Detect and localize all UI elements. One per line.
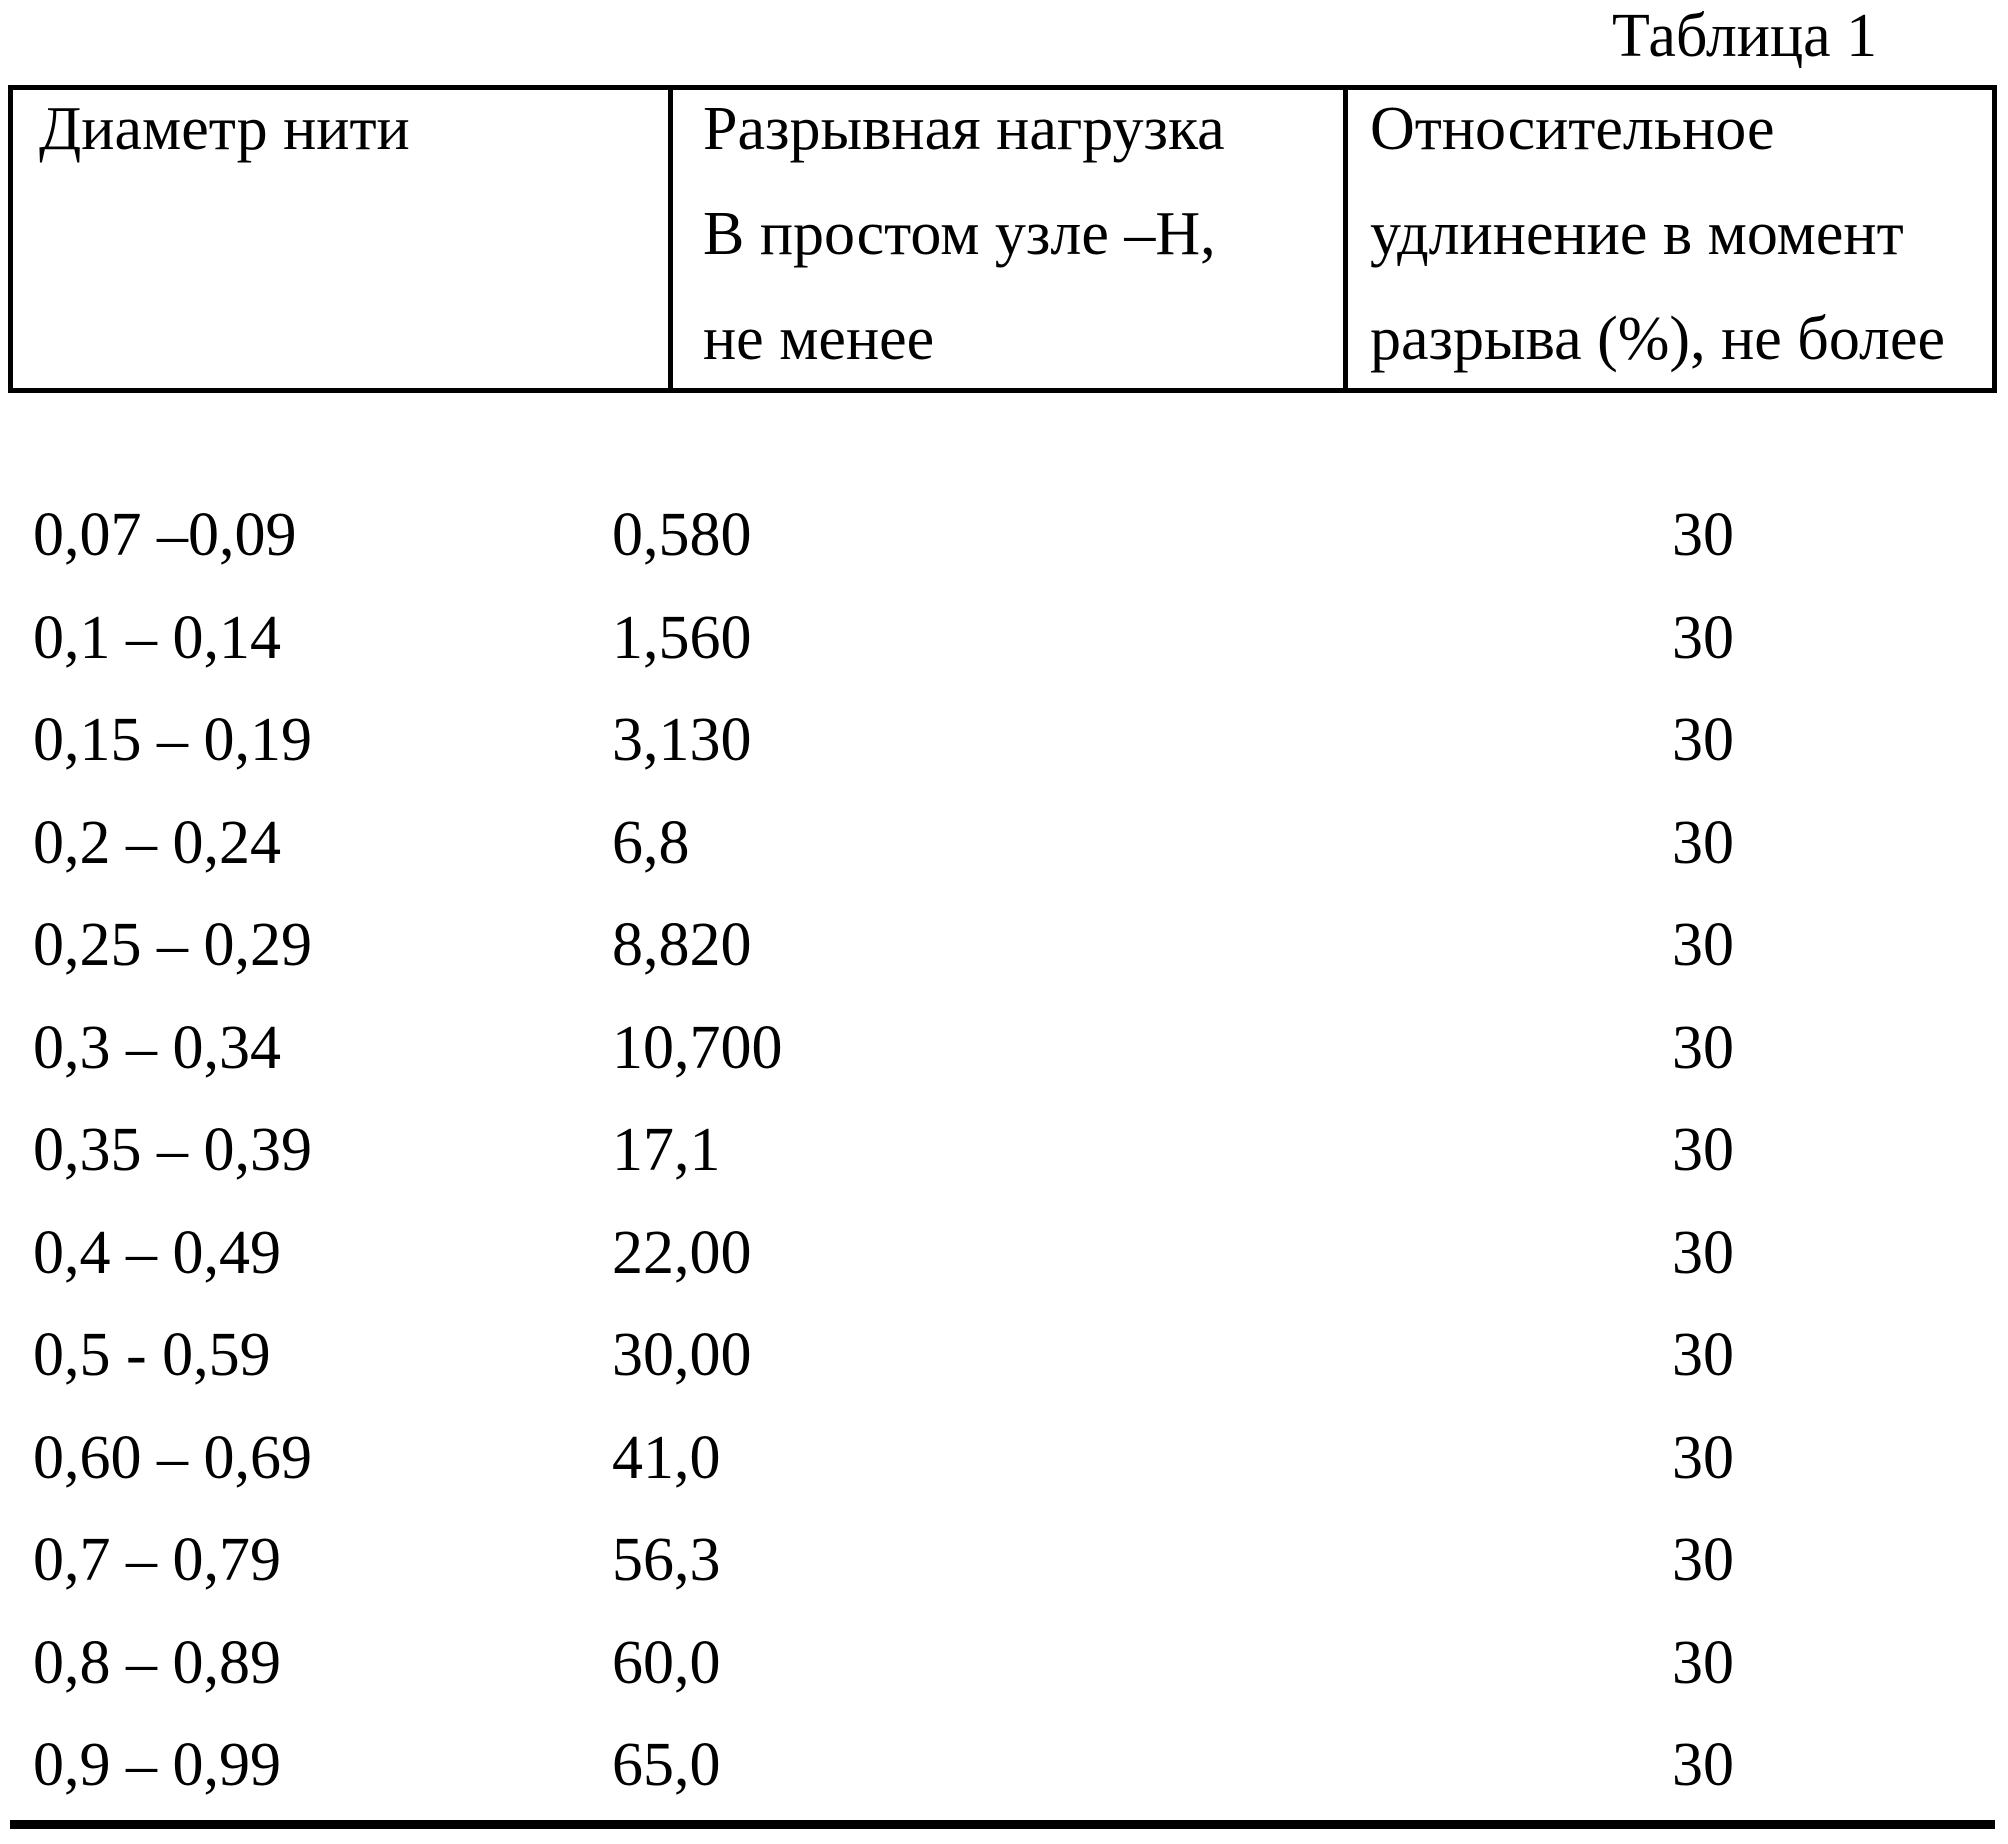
cell-elongation: 30: [1672, 1526, 1734, 1594]
cell-elongation: 30: [1672, 1731, 1734, 1799]
header-line: Диаметр нити: [39, 95, 410, 163]
cell-diameter-range: 0,35 – 0,39: [33, 1116, 312, 1184]
table-bottom-rule: [10, 1820, 1995, 1829]
cell-elongation: 30: [1672, 808, 1734, 877]
cell-breaking-load: 6,8: [612, 808, 690, 877]
cell-diameter-range: 0,5 - 0,59: [33, 1321, 271, 1389]
cell-elongation: 30: [1672, 1321, 1734, 1389]
cell-diameter-range: 0,60 – 0,69: [33, 1423, 312, 1492]
cell-breaking-load: 65,0: [612, 1731, 721, 1799]
table-row: 0,35 – 0,39 17,1 30: [0, 1118, 2008, 1221]
table-row: 0,4 – 0,49 22,00 30: [0, 1221, 2008, 1324]
table-row: 0,2 – 0,24 6,8 30: [0, 811, 2008, 914]
header-line: не менее: [703, 305, 935, 373]
cell-elongation: 30: [1672, 706, 1734, 774]
cell-elongation: 30: [1672, 501, 1734, 569]
header-cell-elongation: Относительное удлинение в момент разрыва…: [1348, 90, 1992, 388]
cell-elongation: 30: [1672, 1013, 1734, 1082]
table-caption: Таблица 1: [1612, 2, 1878, 70]
header-line: Относительное: [1370, 95, 1775, 163]
cell-breaking-load: 3,130: [612, 706, 752, 774]
cell-diameter-range: 0,1 – 0,14: [33, 603, 281, 672]
table-header-row: Диаметр нити Разрывная нагрузка В просто…: [8, 85, 1997, 393]
header-cell-diameter: Диаметр нити: [13, 90, 673, 388]
table-body: 0,07 –0,09 0,580 30 0,1 – 0,14 1,560 30 0,15 –…: [0, 503, 2008, 1836]
table-row: 0,07 –0,09 0,580 30: [0, 503, 2008, 606]
table-row: 0,25 – 0,29 8,820 30: [0, 913, 2008, 1016]
cell-diameter-range: 0,2 – 0,24: [33, 808, 281, 877]
table-row: 0,8 – 0,89 60,0 30: [0, 1631, 2008, 1734]
cell-diameter-range: 0,7 – 0,79: [33, 1526, 281, 1594]
table-row: 0,1 – 0,14 1,560 30: [0, 606, 2008, 709]
cell-breaking-load: 1,560: [612, 603, 752, 672]
cell-elongation: 30: [1672, 1116, 1734, 1184]
cell-elongation: 30: [1672, 1423, 1734, 1492]
table-row: 0,7 – 0,79 56,3 30: [0, 1528, 2008, 1631]
cell-diameter-range: 0,07 –0,09: [33, 501, 297, 569]
table-row: 0,60 – 0,69 41,0 30: [0, 1426, 2008, 1529]
cell-elongation: 30: [1672, 1628, 1734, 1697]
cell-diameter-range: 0,9 – 0,99: [33, 1731, 281, 1799]
cell-breaking-load: 8,820: [612, 911, 752, 979]
cell-breaking-load: 60,0: [612, 1628, 721, 1697]
cell-diameter-range: 0,3 – 0,34: [33, 1013, 281, 1082]
header-line: разрыва (%), не более: [1370, 305, 1945, 373]
header-line: В простом узле –Н,: [703, 200, 1216, 268]
header-line: Разрывная нагрузка: [703, 95, 1225, 163]
cell-elongation: 30: [1672, 1218, 1734, 1287]
cell-diameter-range: 0,15 – 0,19: [33, 706, 312, 774]
cell-breaking-load: 56,3: [612, 1526, 721, 1594]
cell-breaking-load: 10,700: [612, 1013, 783, 1082]
cell-breaking-load: 30,00: [612, 1321, 752, 1389]
cell-diameter-range: 0,4 – 0,49: [33, 1218, 281, 1287]
table-row: 0,15 – 0,19 3,130 30: [0, 708, 2008, 811]
cell-breaking-load: 17,1: [612, 1116, 721, 1184]
cell-elongation: 30: [1672, 603, 1734, 672]
cell-breaking-load: 22,00: [612, 1218, 752, 1287]
table-row: 0,5 - 0,59 30,00 30: [0, 1323, 2008, 1426]
table-row: 0,9 – 0,99 65,0 30: [0, 1733, 2008, 1836]
cell-elongation: 30: [1672, 911, 1734, 979]
table-row: 0,3 – 0,34 10,700 30: [0, 1016, 2008, 1119]
cell-breaking-load: 41,0: [612, 1423, 721, 1492]
header-line: удлинение в момент: [1370, 200, 1904, 268]
header-cell-breaking-load: Разрывная нагрузка В простом узле –Н, не…: [673, 90, 1348, 388]
cell-diameter-range: 0,8 – 0,89: [33, 1628, 281, 1697]
cell-breaking-load: 0,580: [612, 501, 752, 569]
cell-diameter-range: 0,25 – 0,29: [33, 911, 312, 979]
